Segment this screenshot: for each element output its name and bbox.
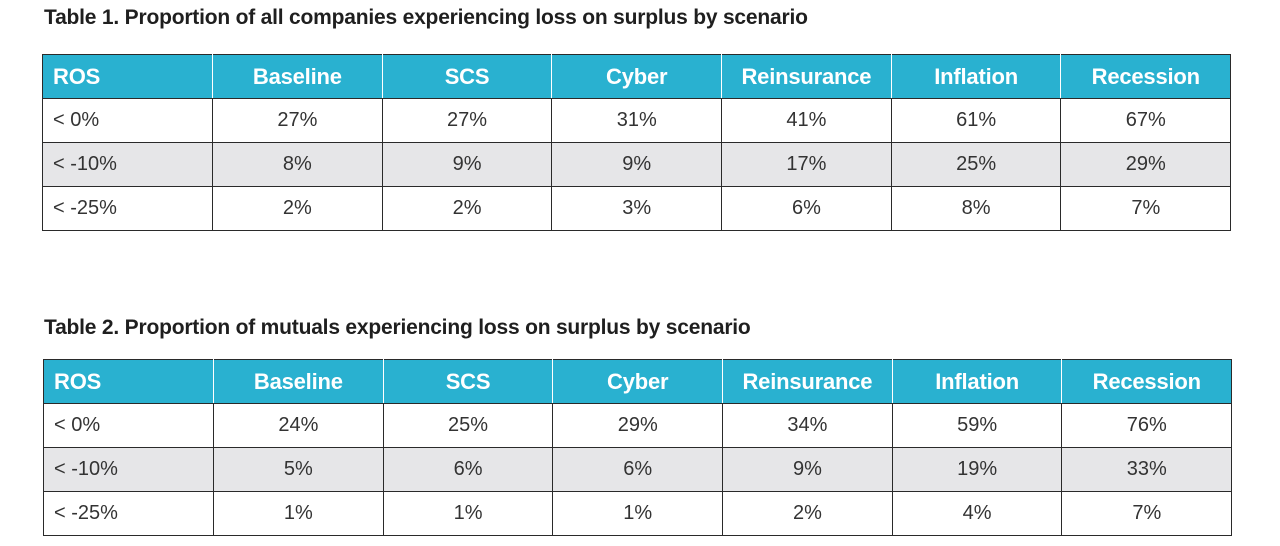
table-cell: 6% <box>382 447 554 492</box>
table-row: < -25% 1% 1% 1% 2% 4% 7% <box>43 491 1233 536</box>
table-1: ROS Baseline SCS Cyber Reinsurance Infla… <box>42 54 1232 231</box>
table-cell: 5% <box>213 447 384 492</box>
column-header-inflation: Inflation <box>891 359 1063 404</box>
row-label: < 0% <box>43 403 214 448</box>
row-label: < -10% <box>43 447 214 492</box>
table-row: < -25% 2% 2% 3% 6% 8% 7% <box>42 186 1232 231</box>
table-cell: 27% <box>381 98 553 143</box>
column-header-scs: SCS <box>382 359 554 404</box>
table-cell: 6% <box>721 186 892 231</box>
column-header-cyber: Cyber <box>551 54 723 99</box>
table-cell: 1% <box>552 491 724 536</box>
column-header-reinsurance: Reinsurance <box>722 359 893 404</box>
table-cell: 2% <box>381 186 553 231</box>
table-row: < -10% 5% 6% 6% 9% 19% 33% <box>43 447 1233 492</box>
table-cell: 24% <box>213 403 384 448</box>
row-label: < -25% <box>43 491 214 536</box>
table-cell: 19% <box>891 447 1063 492</box>
table-cell: 9% <box>722 447 893 492</box>
table-cell: 1% <box>382 491 554 536</box>
table-1-caption: Table 1. Proportion of all companies exp… <box>44 6 808 29</box>
table-cell: 8% <box>890 186 1062 231</box>
column-header-recession: Recession <box>1060 54 1232 99</box>
table-cell: 3% <box>551 186 723 231</box>
table-2-caption: Table 2. Proportion of mutuals experienc… <box>44 316 751 339</box>
column-header-ros: ROS <box>42 54 213 99</box>
table-cell: 41% <box>721 98 892 143</box>
table-cell: 59% <box>891 403 1063 448</box>
table-cell: 9% <box>381 142 553 187</box>
table-cell: 7% <box>1060 186 1232 231</box>
row-label: < -10% <box>42 142 213 187</box>
column-header-inflation: Inflation <box>890 54 1062 99</box>
column-header-cyber: Cyber <box>552 359 724 404</box>
table-cell: 2% <box>722 491 893 536</box>
table-row: < -10% 8% 9% 9% 17% 25% 29% <box>42 142 1232 187</box>
table-cell: 76% <box>1061 403 1233 448</box>
row-label: < -25% <box>42 186 213 231</box>
table-cell: 9% <box>551 142 723 187</box>
table-cell: 6% <box>552 447 724 492</box>
table-cell: 7% <box>1061 491 1233 536</box>
table-cell: 4% <box>891 491 1063 536</box>
table-cell: 25% <box>382 403 554 448</box>
row-label: < 0% <box>42 98 213 143</box>
table-cell: 29% <box>1060 142 1232 187</box>
table-cell: 8% <box>212 142 383 187</box>
column-header-reinsurance: Reinsurance <box>721 54 892 99</box>
table-cell: 29% <box>552 403 724 448</box>
table-cell: 33% <box>1061 447 1233 492</box>
table-cell: 27% <box>212 98 383 143</box>
table-cell: 1% <box>213 491 384 536</box>
column-header-baseline: Baseline <box>213 359 384 404</box>
table-cell: 67% <box>1060 98 1232 143</box>
column-header-ros: ROS <box>43 359 214 404</box>
table-2: ROS Baseline SCS Cyber Reinsurance Infla… <box>43 359 1233 536</box>
table-1-header-row: ROS Baseline SCS Cyber Reinsurance Infla… <box>42 54 1232 99</box>
table-cell: 25% <box>890 142 1062 187</box>
column-header-baseline: Baseline <box>212 54 383 99</box>
column-header-scs: SCS <box>381 54 553 99</box>
table-cell: 2% <box>212 186 383 231</box>
table-row: < 0% 27% 27% 31% 41% 61% 67% <box>42 98 1232 143</box>
table-cell: 31% <box>551 98 723 143</box>
table-2-header-row: ROS Baseline SCS Cyber Reinsurance Infla… <box>43 359 1233 404</box>
table-cell: 61% <box>890 98 1062 143</box>
table-cell: 17% <box>721 142 892 187</box>
table-cell: 34% <box>722 403 893 448</box>
column-header-recession: Recession <box>1061 359 1233 404</box>
table-row: < 0% 24% 25% 29% 34% 59% 76% <box>43 403 1233 448</box>
